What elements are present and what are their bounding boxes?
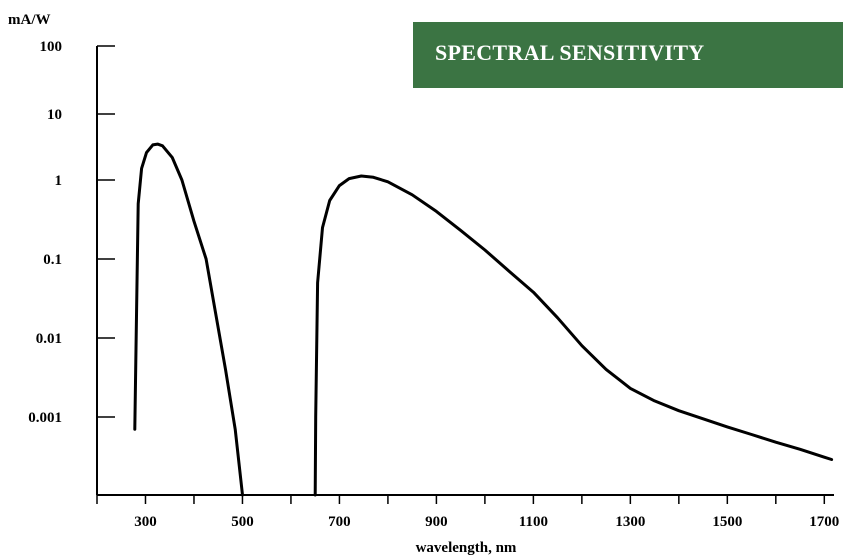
x-tick-label: 1500 [712,514,742,530]
series-line-1 [133,142,244,497]
chart-title: SPECTRAL SENSITIVITY [435,40,705,65]
x-tick-label: 500 [231,514,254,530]
x-tick-label: 700 [328,514,351,530]
axes [96,46,834,496]
chart-title-box: SPECTRAL SENSITIVITY [413,22,843,88]
x-tick-label: 1300 [615,514,645,530]
y-tick-label: 1 [55,173,63,189]
series-line-2 [313,174,834,497]
y-tick-label: 10 [47,107,62,123]
y-tick-label: 100 [40,39,63,55]
x-axis-label: wavelength, nm [416,540,517,555]
x-tick-label: 1700 [809,514,839,530]
series-layer [133,142,834,497]
x-tick-label: 300 [134,514,157,530]
y-axis-unit-label: mA/W [8,12,51,28]
y-ticks: 0.001 0.01 0.1 1 10 100 [28,39,115,426]
x-ticks: 300 500 700 900 1100 1300 1500 1700 [96,495,839,530]
x-tick-label: 1100 [519,514,548,530]
x-tick-label: 900 [425,514,448,530]
y-tick-label: 0.001 [28,410,62,426]
y-tick-label: 0.01 [36,331,62,347]
y-tick-label: 0.1 [43,252,62,268]
